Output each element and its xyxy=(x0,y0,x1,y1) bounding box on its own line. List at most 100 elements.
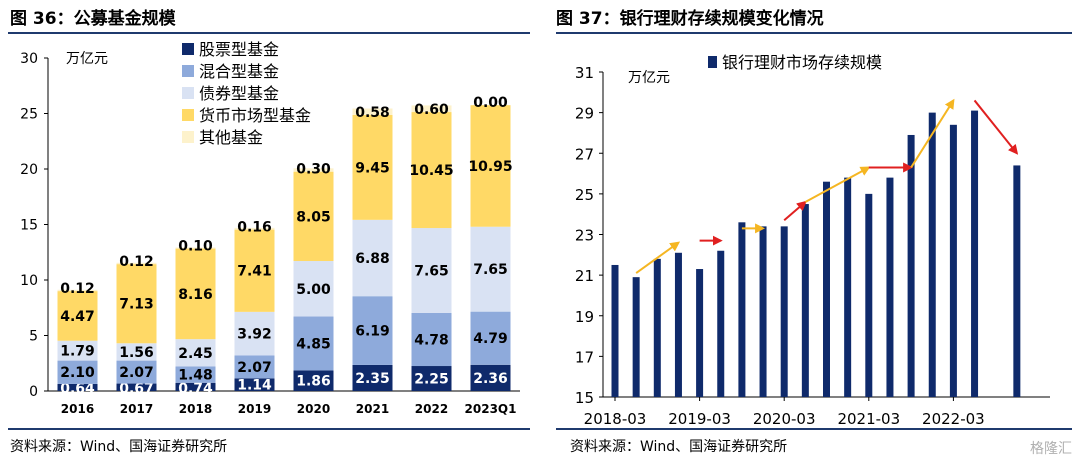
bar xyxy=(696,269,704,397)
x-tick-label: 2022 xyxy=(415,402,448,416)
data-label: 0.74 xyxy=(178,381,213,397)
bar-segment xyxy=(411,105,452,113)
data-label: 7.13 xyxy=(119,297,154,313)
trend-arrow xyxy=(783,200,807,222)
trend-arrow xyxy=(804,166,871,203)
data-label: 2.36 xyxy=(473,371,508,387)
bar-segment xyxy=(352,108,393,115)
legend-label: 债券型基金 xyxy=(199,84,279,103)
bar-segment xyxy=(411,366,452,391)
y-tick-label: 15 xyxy=(20,218,38,234)
figure-36-source: 资料来源：Wind、国海证券研究所 xyxy=(10,439,228,455)
data-label: 0.67 xyxy=(119,381,154,397)
y-tick-label: 17 xyxy=(575,348,594,366)
y-tick-label: 23 xyxy=(575,227,594,245)
x-tick-label: 2022-03 xyxy=(922,410,985,428)
legend-swatch xyxy=(182,65,194,77)
data-label: 0.30 xyxy=(296,162,331,178)
data-label: 1.79 xyxy=(60,344,95,360)
data-label: 0.64 xyxy=(60,381,95,397)
bar-segment xyxy=(234,227,275,230)
bar xyxy=(865,193,873,397)
bar xyxy=(738,222,746,397)
legend-label: 货币市场型基金 xyxy=(199,106,311,125)
legend-label: 其他基金 xyxy=(199,128,263,147)
y-tick-label: 15 xyxy=(575,389,594,407)
legend-label: 股票型基金 xyxy=(199,40,279,59)
figure-37-source: 资料来源：Wind、国海证券研究所 xyxy=(570,439,788,455)
bar-segment xyxy=(175,248,216,340)
legend-swatch xyxy=(708,56,717,68)
data-label: 0.00 xyxy=(473,95,508,111)
bar-segment xyxy=(411,228,452,313)
bar-segment xyxy=(470,311,511,365)
bar-segment xyxy=(352,296,393,365)
bar xyxy=(971,110,979,397)
figure-37-title: 图 37：银行理财存续规模变化情况 xyxy=(556,9,824,29)
data-label: 7.65 xyxy=(473,262,508,278)
bar-segment xyxy=(57,360,98,384)
bar-segment xyxy=(57,289,98,292)
data-label: 0.60 xyxy=(414,102,449,118)
x-tick-label: 2020 xyxy=(297,402,330,416)
bar-segment xyxy=(175,339,216,367)
data-label: 0.12 xyxy=(119,254,154,270)
data-label: 1.86 xyxy=(296,374,331,390)
data-label: 8.05 xyxy=(296,209,331,225)
data-label: 2.35 xyxy=(355,371,390,387)
x-tick-label: 2018 xyxy=(179,402,212,416)
data-label: 1.56 xyxy=(119,345,154,361)
y-tick-label: 0 xyxy=(29,384,38,400)
y-tick-label: 5 xyxy=(29,329,38,345)
bar xyxy=(949,124,957,397)
data-label: 10.95 xyxy=(468,159,512,175)
figure-37-bottom-rule xyxy=(556,428,1072,430)
bar-segment xyxy=(293,171,334,262)
data-label: 4.79 xyxy=(473,331,508,347)
y-tick-label: 30 xyxy=(20,51,38,67)
bar-segment xyxy=(234,311,275,356)
x-tick-label: 2021 xyxy=(356,402,389,416)
figure-37-rule xyxy=(556,32,1072,34)
y-tick-label: 27 xyxy=(575,145,594,163)
bar xyxy=(717,250,725,397)
bar-segment xyxy=(352,114,393,220)
y-tick-label: 25 xyxy=(20,107,38,123)
data-label: 9.45 xyxy=(355,160,390,176)
y-unit-label: 万亿元 xyxy=(66,51,108,67)
x-tick-label: 2016 xyxy=(61,402,94,416)
bar-segment xyxy=(175,247,216,249)
bar xyxy=(844,177,852,397)
data-label: 1.14 xyxy=(237,378,272,394)
x-tick-label: 2023Q1 xyxy=(465,402,517,416)
x-tick-label: 2019-03 xyxy=(668,410,731,428)
y-unit-label: 万亿元 xyxy=(628,70,670,86)
bar xyxy=(823,181,830,397)
data-label: 2.45 xyxy=(178,346,213,362)
bar-segment xyxy=(470,105,511,227)
data-label: 7.65 xyxy=(414,264,449,280)
legend-swatch xyxy=(182,109,194,121)
y-tick-label: 10 xyxy=(20,273,38,289)
data-label: 6.19 xyxy=(355,324,390,340)
data-label: 2.25 xyxy=(414,372,449,388)
legend-swatch xyxy=(182,131,194,143)
bar-segment xyxy=(175,366,216,383)
bar xyxy=(653,258,661,397)
bar-segment xyxy=(352,219,393,297)
bar-segment xyxy=(116,262,157,265)
bar-segment xyxy=(293,168,334,172)
y-tick-label: 31 xyxy=(575,64,594,82)
data-label: 0.58 xyxy=(355,105,390,121)
data-label: 4.47 xyxy=(60,309,95,325)
legend-label: 银行理财市场存续规模 xyxy=(722,53,882,72)
data-label: 7.41 xyxy=(237,264,272,280)
bar xyxy=(907,134,915,397)
bar-segment xyxy=(234,229,275,312)
bar-segment xyxy=(116,343,157,361)
x-tick-label: 2021-03 xyxy=(837,410,900,428)
bar-segment xyxy=(411,312,452,367)
trend-arrow xyxy=(635,241,681,274)
bar-segment xyxy=(57,291,98,341)
